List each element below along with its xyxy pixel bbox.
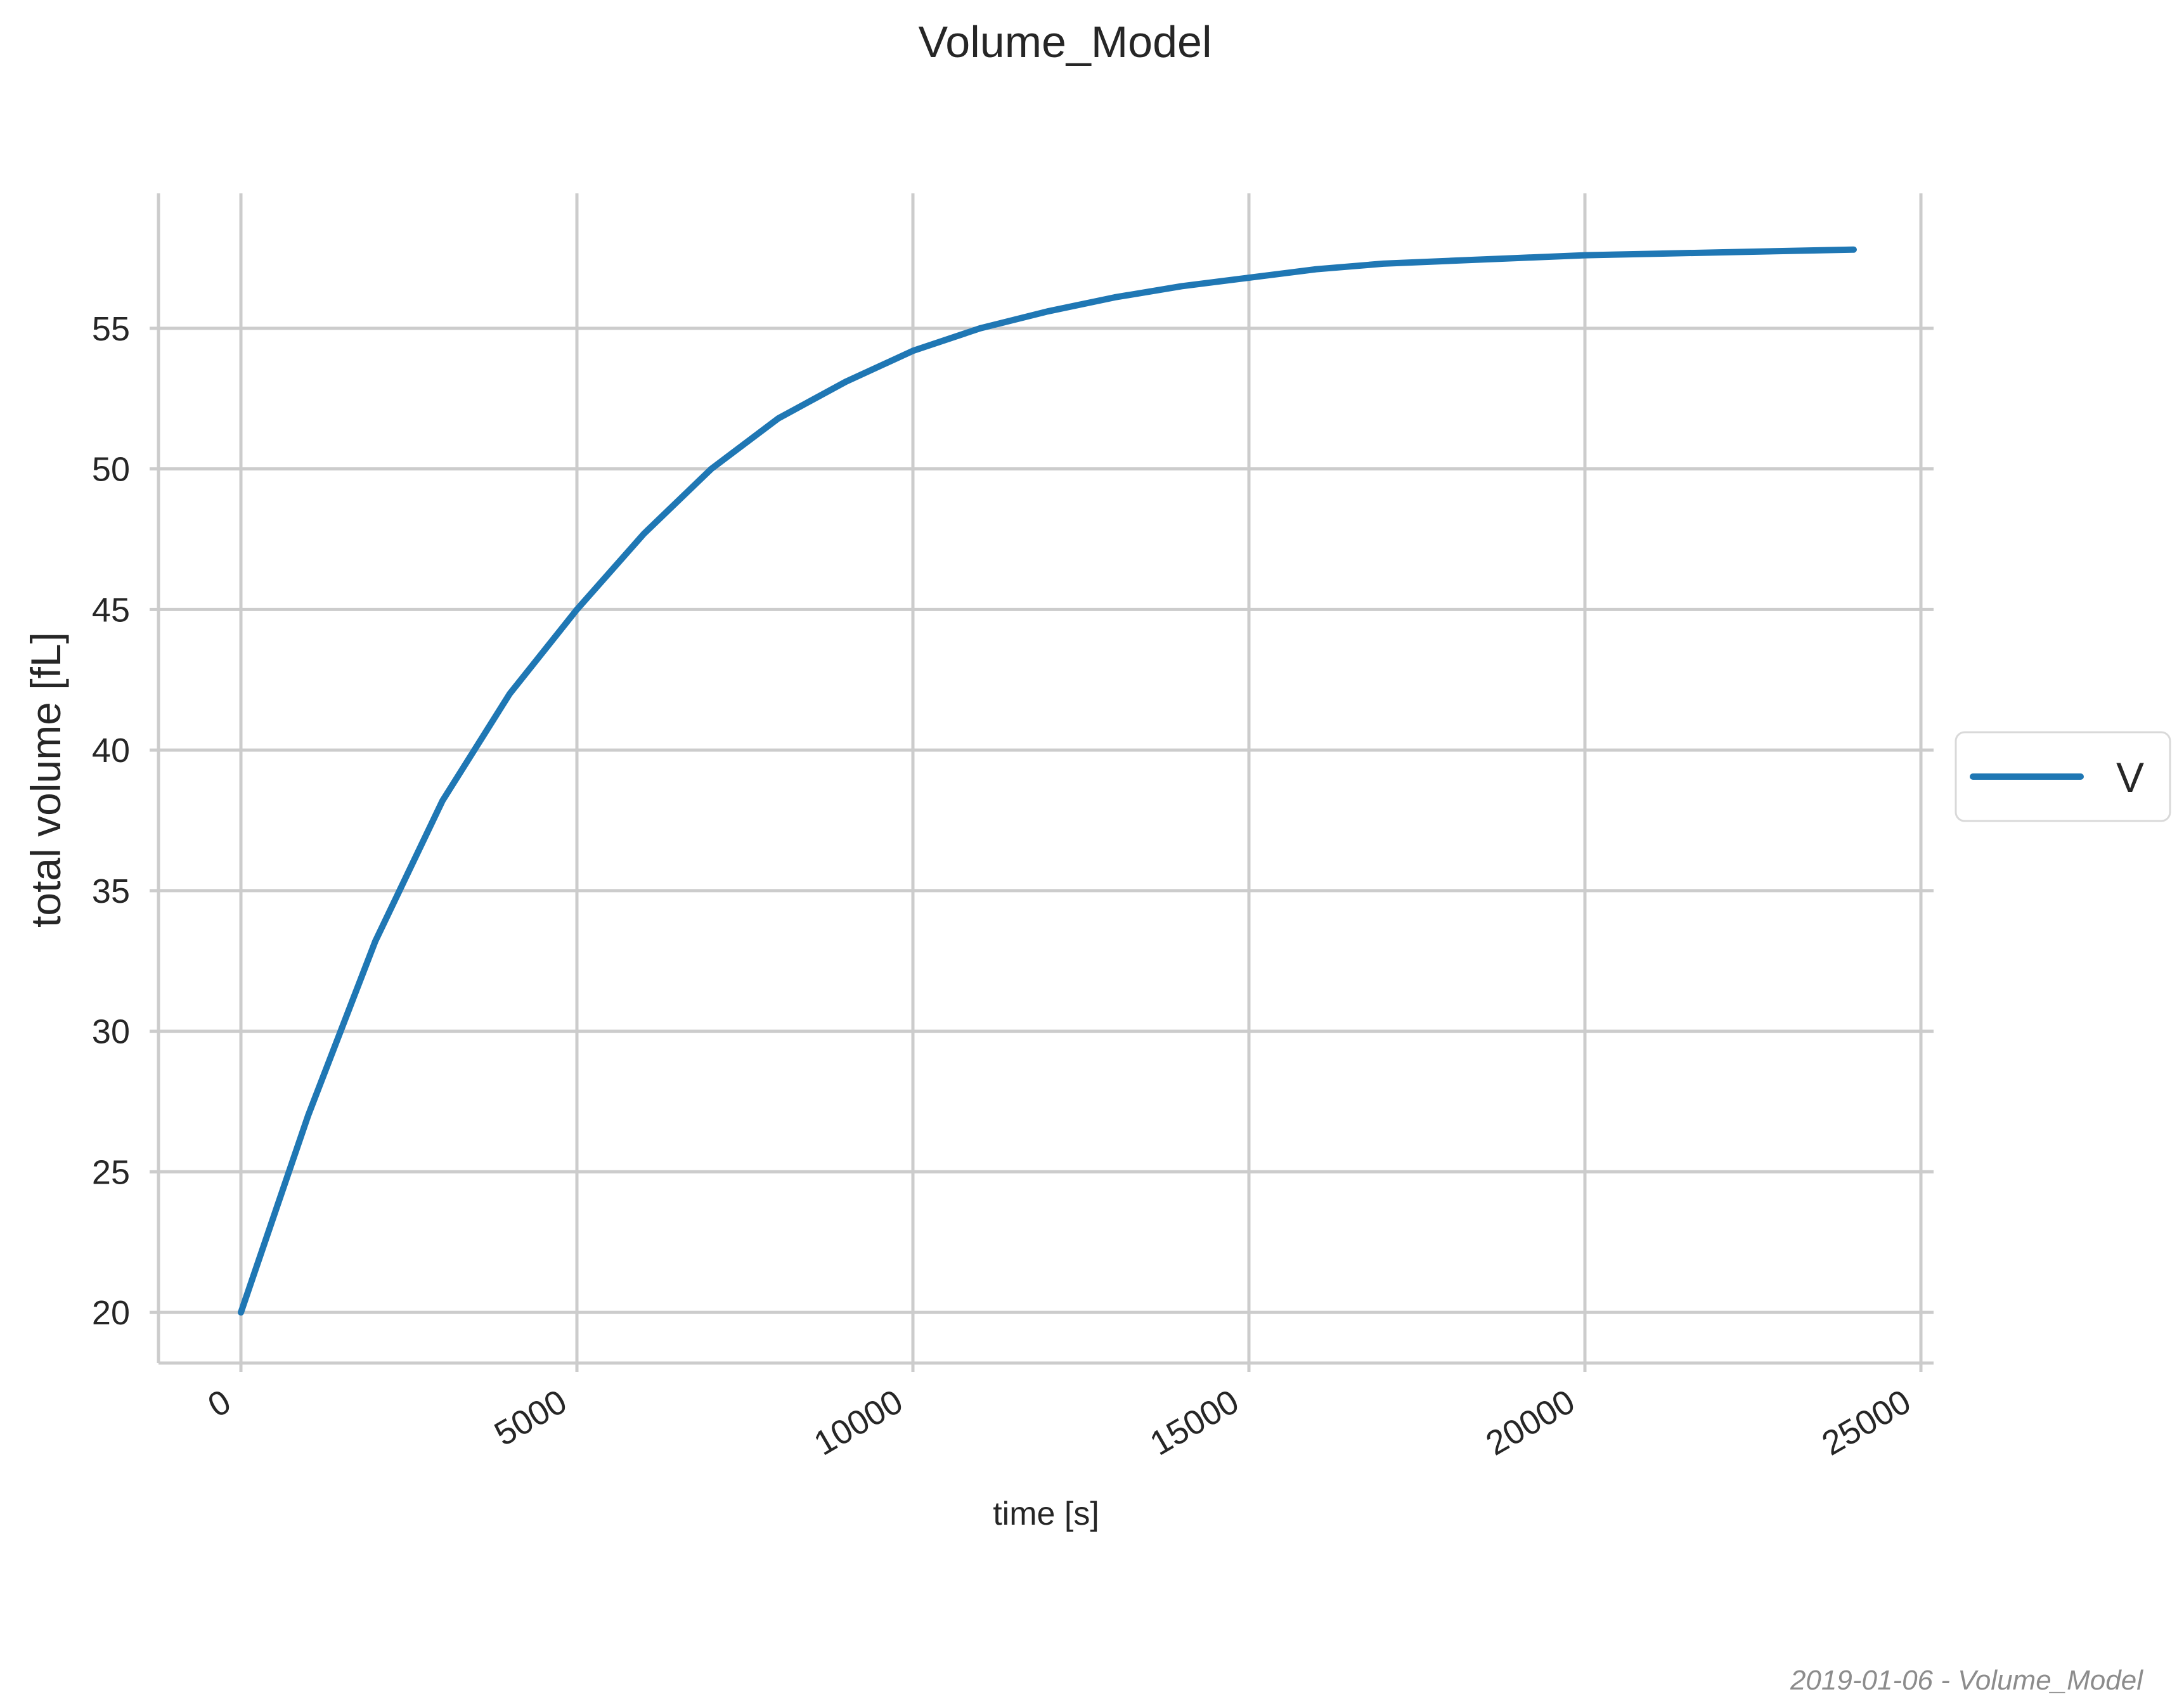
series [238, 246, 1857, 1316]
legend: V [1955, 731, 2171, 822]
x-axis-label: time [s] [993, 1496, 1099, 1532]
y-tick-label: 55 [92, 310, 130, 348]
legend-label-v: V [2116, 754, 2144, 801]
y-tick-label: 45 [92, 591, 130, 629]
y-tick-label: 20 [92, 1294, 130, 1332]
y-tick-label: 30 [92, 1013, 130, 1051]
y-tick-label: 50 [92, 451, 130, 489]
y-ticks: 20 25 30 35 40 45 50 55 [92, 310, 158, 1332]
y-axis-label: total volume [fL] [22, 632, 69, 927]
y-tick-label: 25 [92, 1153, 130, 1191]
y-tick-label: 35 [92, 872, 130, 910]
grid [158, 193, 1934, 1363]
y-tick-label: 40 [92, 732, 130, 770]
footer-caption: 2019-01-06 - Volume_Model [1790, 1665, 2143, 1696]
series-line-v [238, 246, 1857, 1316]
chart-title: Volume_Model [918, 17, 1212, 67]
axes-spines [157, 193, 1934, 1365]
